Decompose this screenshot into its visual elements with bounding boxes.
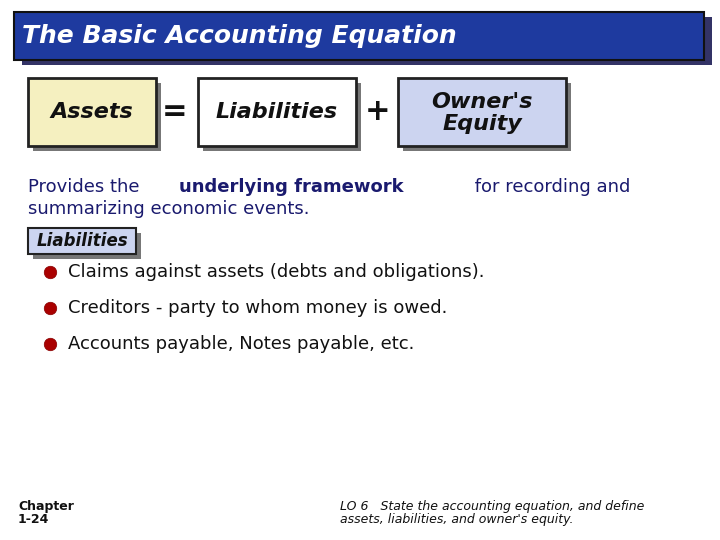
Text: assets, liabilities, and owner's equity.: assets, liabilities, and owner's equity. bbox=[340, 513, 574, 526]
Text: underlying framework: underlying framework bbox=[179, 178, 404, 196]
Text: Chapter: Chapter bbox=[18, 500, 74, 513]
Bar bbox=[28, 228, 136, 254]
Text: LO 6   State the accounting equation, and define: LO 6 State the accounting equation, and … bbox=[340, 500, 644, 513]
Text: for recording and: for recording and bbox=[469, 178, 631, 196]
Text: summarizing economic events.: summarizing economic events. bbox=[28, 200, 310, 218]
Text: Liabilities: Liabilities bbox=[216, 102, 338, 122]
Bar bbox=[33, 83, 161, 151]
Bar bbox=[14, 12, 704, 60]
Text: Liabilities: Liabilities bbox=[36, 232, 128, 250]
Text: Accounts payable, Notes payable, etc.: Accounts payable, Notes payable, etc. bbox=[68, 335, 415, 353]
Bar bbox=[28, 78, 156, 146]
Bar bbox=[22, 17, 712, 65]
Text: =: = bbox=[162, 98, 188, 126]
Text: Owner's: Owner's bbox=[431, 92, 533, 112]
Text: Assets: Assets bbox=[50, 102, 133, 122]
Text: Provides the: Provides the bbox=[28, 178, 145, 196]
Text: The Basic Accounting Equation: The Basic Accounting Equation bbox=[22, 24, 456, 48]
Text: Claims against assets (debts and obligations).: Claims against assets (debts and obligat… bbox=[68, 263, 485, 281]
Text: Creditors - party to whom money is owed.: Creditors - party to whom money is owed. bbox=[68, 299, 447, 317]
Bar bbox=[33, 233, 141, 259]
Bar bbox=[398, 78, 566, 146]
Bar bbox=[203, 83, 361, 151]
Text: 1-24: 1-24 bbox=[18, 513, 50, 526]
Bar bbox=[403, 83, 571, 151]
Text: Equity: Equity bbox=[442, 114, 522, 134]
Bar bbox=[198, 78, 356, 146]
Text: +: + bbox=[365, 98, 391, 126]
